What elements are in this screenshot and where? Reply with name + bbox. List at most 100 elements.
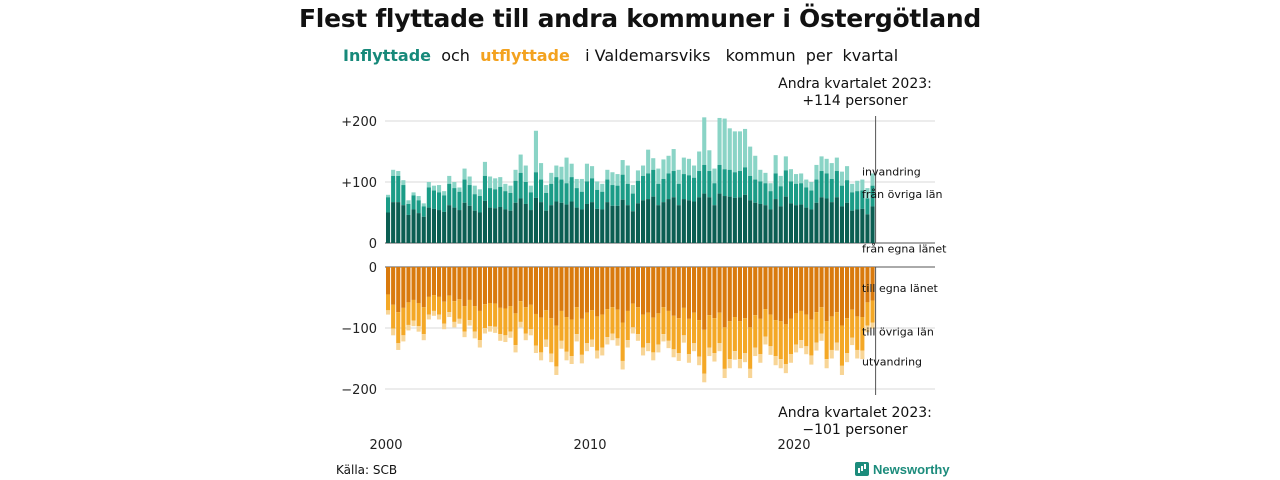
bar-outflow-egna-lanet bbox=[559, 267, 563, 311]
bar-outflow-utvandring bbox=[743, 353, 747, 362]
bar-inflow-egna-lanet bbox=[621, 200, 625, 243]
bar-outflow-egna-lanet bbox=[804, 267, 808, 315]
bar-inflow-ovriga-lan bbox=[855, 191, 859, 209]
bar-outflow-egna-lanet bbox=[605, 267, 609, 309]
bar-outflow-utvandring bbox=[570, 356, 574, 364]
bar-inflow-egna-lanet bbox=[840, 206, 844, 243]
bar-outflow-egna-lanet bbox=[610, 267, 614, 307]
bar-outflow-utvandring bbox=[473, 332, 477, 339]
bar-outflow-ovriga-lan bbox=[697, 320, 701, 357]
bar-inflow-invandring bbox=[432, 186, 436, 191]
bar-inflow-egna-lanet bbox=[427, 208, 431, 243]
bar-inflow-egna-lanet bbox=[422, 217, 426, 243]
bar-inflow-ovriga-lan bbox=[677, 184, 681, 205]
stacked-bar-chart: +200+10000−100−2002000 2010 2020invandring… bbox=[0, 0, 1280, 480]
bar-outflow-utvandring bbox=[830, 350, 834, 359]
bar-inflow-invandring bbox=[733, 131, 737, 172]
bar-inflow-invandring bbox=[667, 156, 671, 174]
bar-outflow-utvandring bbox=[401, 335, 405, 341]
bar-outflow-egna-lanet bbox=[687, 267, 691, 319]
bar-inflow-egna-lanet bbox=[871, 206, 875, 243]
bar-outflow-utvandring bbox=[626, 340, 630, 347]
bar-inflow-ovriga-lan bbox=[595, 190, 599, 209]
bar-outflow-ovriga-lan bbox=[570, 319, 574, 356]
bar-inflow-egna-lanet bbox=[672, 197, 676, 243]
bar-outflow-egna-lanet bbox=[626, 267, 630, 311]
bar-inflow-ovriga-lan bbox=[406, 204, 410, 215]
bar-inflow-invandring bbox=[565, 158, 569, 184]
bar-inflow-invandring bbox=[503, 184, 507, 191]
bar-inflow-ovriga-lan bbox=[514, 181, 518, 203]
bar-inflow-ovriga-lan bbox=[794, 184, 798, 205]
bar-outflow-utvandring bbox=[524, 333, 528, 340]
bar-outflow-utvandring bbox=[651, 352, 655, 360]
bar-outflow-egna-lanet bbox=[468, 267, 472, 300]
bar-inflow-egna-lanet bbox=[758, 204, 762, 243]
bar-outflow-egna-lanet bbox=[575, 267, 579, 307]
bar-outflow-utvandring bbox=[636, 334, 640, 341]
bar-outflow-egna-lanet bbox=[524, 267, 528, 307]
bar-outflow-egna-lanet bbox=[743, 267, 747, 318]
series-label-bottom: till övriga län bbox=[862, 326, 934, 339]
bar-outflow-ovriga-lan bbox=[600, 315, 604, 348]
bar-inflow-ovriga-lan bbox=[748, 176, 752, 200]
bar-inflow-ovriga-lan bbox=[646, 173, 650, 199]
bar-inflow-invandring bbox=[483, 162, 487, 176]
bar-outflow-ovriga-lan bbox=[616, 310, 620, 339]
bar-outflow-ovriga-lan bbox=[763, 309, 767, 336]
bar-inflow-egna-lanet bbox=[519, 198, 523, 243]
bar-outflow-utvandring bbox=[702, 374, 706, 383]
bar-outflow-egna-lanet bbox=[442, 267, 446, 302]
bar-outflow-egna-lanet bbox=[473, 267, 477, 306]
bar-outflow-utvandring bbox=[483, 328, 487, 333]
bar-outflow-egna-lanet bbox=[488, 267, 492, 303]
bar-outflow-ovriga-lan bbox=[702, 330, 706, 374]
bar-outflow-ovriga-lan bbox=[432, 295, 436, 311]
bar-outflow-egna-lanet bbox=[432, 267, 436, 295]
bar-outflow-utvandring bbox=[616, 338, 620, 345]
bar-inflow-invandring bbox=[621, 160, 625, 175]
bar-outflow-utvandring bbox=[508, 332, 512, 338]
bar-inflow-ovriga-lan bbox=[534, 172, 538, 198]
bar-outflow-ovriga-lan bbox=[621, 323, 625, 361]
bar-outflow-egna-lanet bbox=[753, 267, 757, 315]
bar-inflow-ovriga-lan bbox=[524, 182, 528, 204]
bar-inflow-ovriga-lan bbox=[539, 180, 543, 203]
bar-inflow-egna-lanet bbox=[835, 197, 839, 243]
bar-inflow-ovriga-lan bbox=[804, 187, 808, 207]
bar-outflow-ovriga-lan bbox=[758, 319, 762, 354]
bar-outflow-egna-lanet bbox=[391, 267, 395, 305]
bar-inflow-ovriga-lan bbox=[447, 184, 451, 205]
bar-outflow-egna-lanet bbox=[656, 267, 660, 313]
bar-outflow-utvandring bbox=[539, 352, 543, 360]
bar-outflow-egna-lanet bbox=[682, 267, 686, 308]
bar-outflow-utvandring bbox=[667, 341, 671, 348]
bar-outflow-utvandring bbox=[412, 321, 416, 326]
bar-outflow-utvandring bbox=[554, 366, 558, 375]
bar-inflow-egna-lanet bbox=[712, 205, 716, 243]
bar-inflow-egna-lanet bbox=[524, 204, 528, 243]
bar-inflow-ovriga-lan bbox=[386, 197, 390, 212]
bar-outflow-utvandring bbox=[565, 352, 569, 361]
bar-inflow-invandring bbox=[575, 179, 579, 188]
bar-inflow-egna-lanet bbox=[570, 202, 574, 243]
bar-inflow-invandring bbox=[406, 200, 410, 204]
bar-inflow-invandring bbox=[728, 128, 732, 169]
brand-logo: Newsworthy bbox=[855, 462, 950, 477]
bar-inflow-invandring bbox=[457, 187, 461, 191]
bar-outflow-egna-lanet bbox=[728, 267, 732, 321]
bar-outflow-ovriga-lan bbox=[422, 307, 426, 334]
bar-outflow-egna-lanet bbox=[850, 267, 854, 310]
x-tick-label: 2000 bbox=[369, 438, 402, 453]
bar-inflow-egna-lanet bbox=[753, 203, 757, 243]
bar-outflow-utvandring bbox=[855, 350, 859, 359]
bar-inflow-egna-lanet bbox=[626, 205, 630, 243]
bar-inflow-invandring bbox=[590, 166, 594, 178]
bar-outflow-ovriga-lan bbox=[463, 306, 467, 332]
bar-outflow-utvandring bbox=[697, 357, 701, 366]
series-label-bottom: till egna länet bbox=[862, 282, 938, 295]
bar-outflow-utvandring bbox=[468, 320, 472, 325]
bar-outflow-egna-lanet bbox=[396, 267, 400, 312]
bar-outflow-utvandring bbox=[595, 351, 599, 359]
bar-inflow-ovriga-lan bbox=[621, 175, 625, 200]
